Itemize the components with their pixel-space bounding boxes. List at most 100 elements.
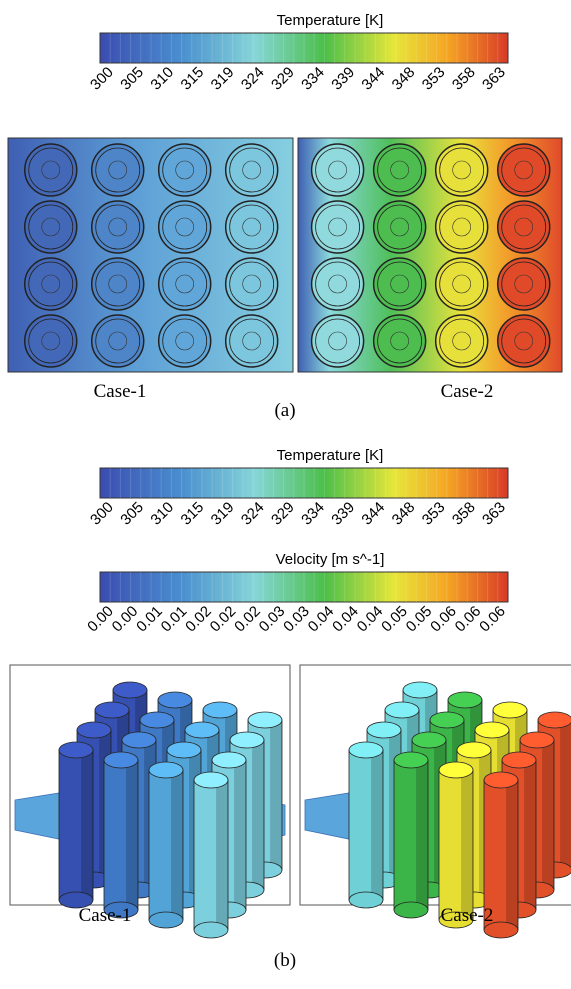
tube-top — [439, 762, 473, 778]
colorbar-tick-label: 363 — [479, 499, 509, 529]
tube-section — [92, 258, 144, 310]
tube-section — [498, 315, 550, 367]
tube-section — [226, 201, 278, 253]
case-label: Case-1 — [79, 905, 132, 926]
tube-bottom — [394, 902, 428, 918]
tube-section — [498, 144, 550, 196]
tube-section — [159, 144, 211, 196]
tube-section — [226, 144, 278, 196]
case-label: Case-2 — [441, 381, 494, 402]
tube-top — [194, 772, 228, 788]
tube-shade — [524, 760, 536, 910]
tube-section — [92, 144, 144, 196]
case-label: Case-1 — [94, 381, 147, 402]
tube-top — [394, 752, 428, 768]
tube-bottom — [149, 912, 183, 928]
colorbar-tick-label: 300 — [87, 499, 117, 529]
tube-section — [312, 315, 364, 367]
tube-shade — [234, 760, 246, 910]
tube-section — [312, 258, 364, 310]
colorbar-tick-label: 348 — [389, 64, 419, 94]
colorbar-tick-label: 310 — [147, 499, 177, 529]
tube-top — [122, 732, 156, 748]
tube-top — [520, 732, 554, 748]
tube-top — [430, 712, 464, 728]
tube-top — [77, 722, 111, 738]
colorbar-tick-label: 329 — [268, 499, 298, 529]
tube-section — [374, 315, 426, 367]
tube-top — [493, 702, 527, 718]
colorbar-tick-label: 344 — [358, 64, 388, 94]
caption: (a) — [274, 400, 295, 421]
colorbar-tick-label: 339 — [328, 64, 358, 94]
tube-section — [226, 315, 278, 367]
tube-section — [25, 201, 77, 253]
tube-section — [25, 315, 77, 367]
colorbar-tick-label: 319 — [208, 499, 238, 529]
tube-top — [113, 682, 147, 698]
tube-section — [374, 258, 426, 310]
tube-section — [25, 144, 77, 196]
tube-top — [212, 752, 246, 768]
colorbar-tick-label: 315 — [178, 64, 208, 94]
tube-top — [448, 692, 482, 708]
tube-top — [59, 742, 93, 758]
tube-shade — [461, 770, 473, 920]
tube-top — [149, 762, 183, 778]
colorbar-tick-label: 353 — [419, 499, 449, 529]
tube-shade — [81, 750, 93, 900]
tube-section — [92, 315, 144, 367]
tube-bottom — [349, 892, 383, 908]
tube-shade — [560, 720, 571, 870]
colorbar-tick-label: 339 — [328, 499, 358, 529]
tube-section — [498, 201, 550, 253]
tube-top — [230, 732, 264, 748]
tube-shade — [416, 760, 428, 910]
colorbar-tick-label: 305 — [117, 499, 147, 529]
tube-top — [95, 702, 129, 718]
tube-top — [385, 702, 419, 718]
tube-section — [159, 315, 211, 367]
colorbar-tick-label: 334 — [298, 499, 328, 529]
tube-top — [475, 722, 509, 738]
tube-top — [403, 682, 437, 698]
colorbar-tick-label: 300 — [87, 64, 117, 94]
tube-section — [159, 201, 211, 253]
tube-top — [457, 742, 491, 758]
tube-section — [159, 258, 211, 310]
colorbar-tick-label: 358 — [449, 64, 479, 94]
tube-top — [412, 732, 446, 748]
tube-section — [92, 201, 144, 253]
colorbar-tick-label: 315 — [178, 499, 208, 529]
tube-top — [248, 712, 282, 728]
case-label: Case-2 — [441, 905, 494, 926]
tube-shade — [171, 770, 183, 920]
colorbar-tick-label: 334 — [298, 64, 328, 94]
tube-bundles — [10, 665, 571, 938]
tube-top — [140, 712, 174, 728]
tube-top — [538, 712, 571, 728]
tube-section — [436, 258, 488, 310]
tube-section — [436, 315, 488, 367]
tube-top — [502, 752, 536, 768]
colorbar-tick-label: 319 — [208, 64, 238, 94]
figure: Temperature [K]3003053103153193243293343… — [0, 0, 571, 989]
tube-shade — [216, 780, 228, 930]
tube-section — [25, 258, 77, 310]
tube-top — [484, 772, 518, 788]
tube-shade — [542, 740, 554, 890]
tube-section — [374, 144, 426, 196]
tube-top — [203, 702, 237, 718]
tube-shade — [126, 760, 138, 910]
colorbar-tick-label: 363 — [479, 64, 509, 94]
colorbar-title: Temperature [K] — [277, 12, 384, 29]
tube-shade — [506, 780, 518, 930]
tube-top — [158, 692, 192, 708]
tube-section — [436, 144, 488, 196]
colorbar-tick-label: 324 — [238, 499, 268, 529]
tube-section — [374, 201, 426, 253]
tube-bottom — [194, 922, 228, 938]
tube-shade — [371, 750, 383, 900]
tube-section — [436, 201, 488, 253]
colorbar-tick-label: 0.06 — [476, 603, 509, 636]
